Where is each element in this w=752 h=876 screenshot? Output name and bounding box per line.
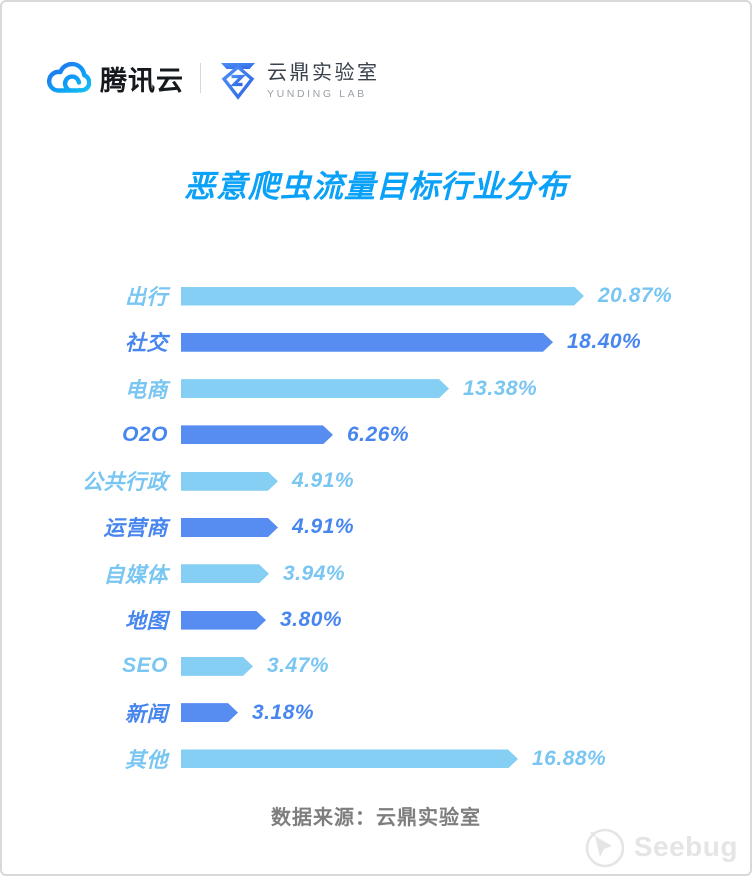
- yunding-lab-logo: 云鼎实验室 YUNDING LAB: [217, 56, 380, 100]
- category-label: 其他: [125, 748, 168, 772]
- bar: [181, 703, 238, 722]
- bar: [181, 333, 553, 352]
- value-label: 4.91%: [292, 515, 355, 539]
- tencent-cloud-logo: 腾讯云: [44, 59, 184, 98]
- bar: [181, 749, 518, 768]
- value-label: 20.87%: [598, 284, 673, 307]
- category-label: 社交: [125, 332, 168, 356]
- category-label: 地图: [125, 610, 168, 634]
- yunding-lab-subtitle: YUNDING LAB: [267, 88, 367, 100]
- page-title: 恶意爬虫流量目标行业分布: [184, 169, 568, 204]
- bar: [181, 379, 449, 398]
- value-label: 16.88%: [532, 746, 607, 770]
- category-label: 新闻: [125, 702, 168, 726]
- bar-row: 新闻 3.18%: [2, 700, 750, 726]
- tencent-cloud-wordmark: 腾讯云: [100, 65, 184, 96]
- bar-row: 电商 13.38%: [2, 376, 750, 402]
- bar-row: 公共行政 4.91%: [2, 469, 750, 494]
- value-label: 3.80%: [280, 608, 343, 632]
- bar-row: 社交 18.40%: [2, 330, 750, 355]
- tencent-cloud-icon: [46, 61, 91, 93]
- yunding-lab-name: 云鼎实验室: [267, 62, 380, 84]
- value-label: 4.91%: [292, 469, 355, 493]
- bar-row: O2O 6.26%: [2, 422, 750, 446]
- seebug-watermark: Seebug: [582, 824, 738, 870]
- bar-row: 运营商 4.91%: [2, 515, 750, 540]
- header: 腾讯云 云鼎实验室 YUNDING LAB: [44, 56, 380, 100]
- yunding-gem-icon: [221, 63, 255, 100]
- bar: [181, 518, 278, 537]
- category-label: SEO: [122, 654, 168, 678]
- value-label: 13.38%: [463, 376, 538, 400]
- category-label: 电商: [125, 378, 168, 402]
- bar-row: 出行 20.87%: [2, 284, 750, 309]
- category-label: 出行: [125, 286, 168, 309]
- value-label: 3.18%: [252, 700, 315, 724]
- bar-row: SEO 3.47%: [2, 654, 750, 678]
- bar-row: 地图 3.80%: [2, 608, 750, 633]
- bar-row: 自媒体 3.94%: [2, 561, 750, 587]
- header-divider: [200, 63, 201, 93]
- bar: [181, 425, 333, 444]
- yunding-text-block: 云鼎实验室 YUNDING LAB: [267, 56, 380, 100]
- category-label: 自媒体: [103, 563, 168, 587]
- bar: [181, 287, 584, 306]
- bar-chart: 出行 20.87% 社交 18.40% 电商 13.38% O2O 6.26% 公共行政 4.91…: [2, 284, 750, 795]
- category-label: O2O: [122, 422, 168, 446]
- value-label: 6.26%: [347, 422, 410, 446]
- bar: [181, 657, 253, 676]
- category-label: 公共行政: [82, 471, 168, 495]
- value-label: 3.47%: [267, 654, 330, 678]
- value-label: 3.94%: [283, 561, 346, 585]
- seebug-icon: [585, 828, 625, 868]
- bar: [181, 611, 266, 630]
- bar-row: 其他 16.88%: [2, 746, 750, 772]
- bar: [181, 564, 269, 583]
- value-label: 18.40%: [567, 330, 642, 354]
- bar: [181, 472, 278, 491]
- seebug-wordmark: Seebug: [633, 831, 738, 862]
- data-source-caption: 数据来源：云鼎实验室: [271, 807, 481, 829]
- category-label: 运营商: [103, 517, 168, 541]
